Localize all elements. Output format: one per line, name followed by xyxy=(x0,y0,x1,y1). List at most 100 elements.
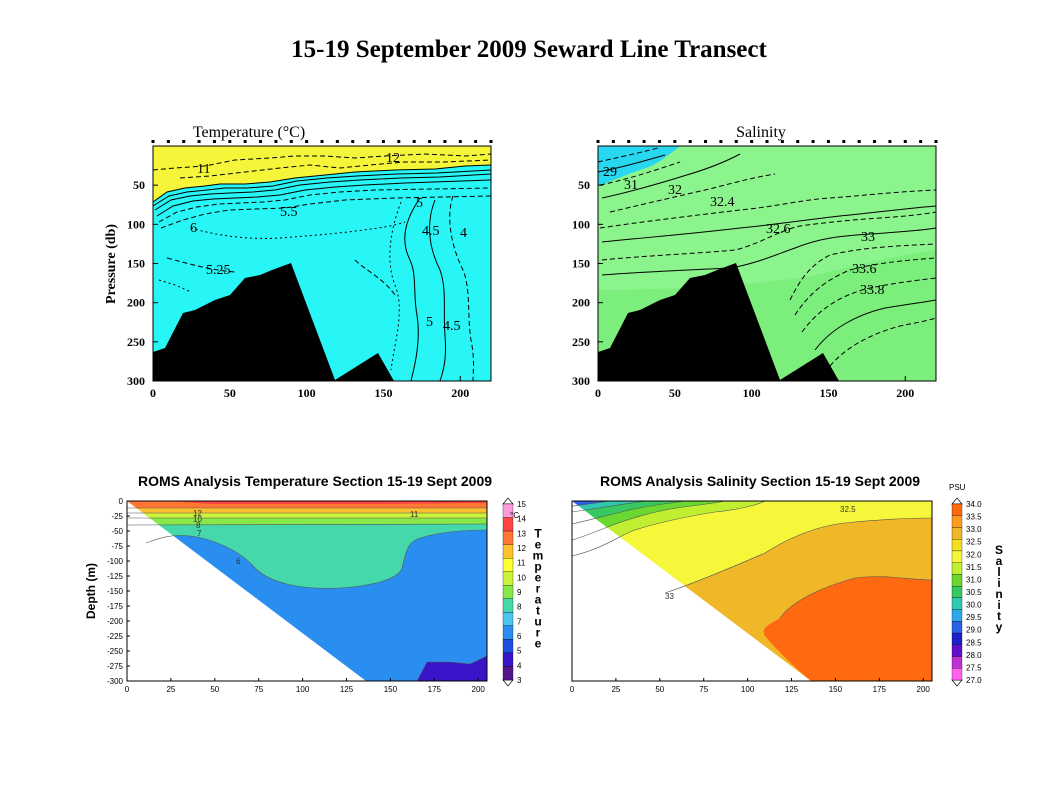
x-axis: 0 50 100 150 200 xyxy=(150,376,469,400)
station-marker xyxy=(428,140,432,143)
y-tick-label: -225 xyxy=(107,632,124,641)
x-tick-label: 25 xyxy=(611,685,620,694)
y-tick-label: 50 xyxy=(578,178,590,192)
y-tick-label: -100 xyxy=(107,557,124,566)
station-marker xyxy=(596,140,600,143)
page-title: 15-19 September 2009 Seward Line Transec… xyxy=(291,36,767,63)
station-marker xyxy=(366,140,370,143)
salinity-colorbar-label: Salinity xyxy=(995,543,1003,634)
colorbar-swatch xyxy=(951,503,963,516)
colorbar-tick-label: 29.0 xyxy=(966,626,982,635)
colorbar-label-letter: u xyxy=(534,615,541,629)
station-marker xyxy=(489,140,493,143)
colorbar-tick-label: 5 xyxy=(517,647,522,656)
station-marker xyxy=(919,140,923,143)
colorbar-bottom-arrow xyxy=(951,679,963,687)
y-tick-label: 0 xyxy=(119,497,124,506)
fill-10-11 xyxy=(127,513,487,518)
colorbar-tick-label: 9 xyxy=(517,588,522,597)
colorbar-swatch xyxy=(502,625,514,640)
temperature-contour-label-4: 4 xyxy=(460,226,467,241)
y-tick-label: -175 xyxy=(107,602,124,611)
y-tick-label: -300 xyxy=(107,677,124,686)
temperature-title: Temperature (°C) xyxy=(193,124,305,141)
roms-salinity-contour-label-32.5: 32.5 xyxy=(840,505,856,514)
colorbar-label-letter: r xyxy=(536,582,541,596)
station-markers xyxy=(596,140,938,143)
colorbar-swatch xyxy=(951,585,963,599)
y-tick-label: -50 xyxy=(111,527,123,536)
roms-temperature-panel: ROMS Analysis Temperature Section 15-19 … xyxy=(84,473,543,694)
y-axis: 50 100 150 200 250 300 xyxy=(127,178,158,388)
colorbar-tick-label: 27.5 xyxy=(966,663,982,672)
colorbar-label-letter: l xyxy=(997,565,1000,579)
colorbar-swatch xyxy=(951,621,963,634)
salinity-colorbar-unit: PSU xyxy=(949,483,966,492)
y-axis: 0 -25 -50 -75 -100 -125 -150 -175 -200 -225 -250 -2… xyxy=(107,497,130,686)
x-tick-label: 150 xyxy=(819,386,837,400)
colorbar-swatch xyxy=(502,530,514,545)
fill-13-14 xyxy=(127,501,487,504)
colorbar-tick-label: 13 xyxy=(517,529,526,538)
station-marker xyxy=(412,140,416,143)
y-axis: 50 100 150 200 250 300 xyxy=(572,178,603,388)
salinity-contour-label-32.4: 32.4 xyxy=(710,195,735,210)
colorbar-swatch xyxy=(502,652,514,667)
y-tick-label: 50 xyxy=(133,178,145,192)
salinity-contour-label-33.8: 33.8 xyxy=(860,283,885,298)
colorbar-label-letter: r xyxy=(536,626,541,640)
colorbar-tick-label: 4 xyxy=(517,661,522,670)
station-marker xyxy=(611,140,615,143)
station-marker xyxy=(688,140,692,143)
station-marker xyxy=(474,140,478,143)
colorbar-swatch xyxy=(951,527,963,540)
fill-33.5-34 xyxy=(763,576,932,681)
temperature-contour-label-12: 12 xyxy=(386,151,400,166)
roms-temperature-contour-label-8: 8 xyxy=(196,521,201,530)
x-tick-label: 50 xyxy=(669,386,681,400)
colorbar-tick-label: 14 xyxy=(517,515,526,524)
station-marker xyxy=(673,140,677,143)
fill-11-12 xyxy=(127,508,487,513)
colorbar-tick-label: 8 xyxy=(517,603,522,612)
x-tick-label: 75 xyxy=(254,685,263,694)
x-tick-label: 125 xyxy=(340,685,354,694)
station-marker xyxy=(228,140,232,143)
y-tick-label: -250 xyxy=(107,647,124,656)
colorbar-tick-label: 7 xyxy=(517,617,522,626)
colorbar-tick-label: 10 xyxy=(517,573,526,582)
colorbar-bottom-arrow xyxy=(502,679,514,687)
station-marker xyxy=(289,140,293,143)
roms-temperature-field: 12 10 8 7 6 11 xyxy=(126,500,488,682)
colorbar-tick-label: 31.0 xyxy=(966,575,982,584)
y-tick-label: 200 xyxy=(572,296,590,310)
station-marker xyxy=(335,140,339,143)
salinity-contour-label-33.6: 33.6 xyxy=(852,262,877,277)
temperature-colorbar: 15 14 13 12 11 10 9 8 7 6 5 4 3 xyxy=(502,497,526,687)
seafloor xyxy=(153,263,394,381)
y-tick-label: 300 xyxy=(127,374,145,388)
station-marker xyxy=(259,140,263,143)
roms-temperature-contour-label-12: 12 xyxy=(193,509,202,518)
x-tick-label: 125 xyxy=(785,685,799,694)
temperature-contour-label-5-upper: 5 xyxy=(416,196,423,211)
fill-8-9 xyxy=(127,524,487,589)
y-tick-label: 150 xyxy=(127,257,145,271)
y-tick-label: -75 xyxy=(111,542,123,551)
x-tick-label: 0 xyxy=(570,685,575,694)
x-tick-label: 25 xyxy=(166,685,175,694)
colorbar-tick-label: 34.0 xyxy=(966,500,982,509)
colorbar-label-letter: t xyxy=(536,604,540,618)
y-tick-label: 300 xyxy=(572,374,590,388)
y-tick-label: -200 xyxy=(107,617,124,626)
colorbar-swatch xyxy=(502,639,514,654)
x-tick-label: 175 xyxy=(873,685,887,694)
colorbar-swatch xyxy=(502,666,514,681)
colorbar-label-letter: T xyxy=(534,527,542,541)
station-marker xyxy=(826,140,830,143)
colorbar-swatch xyxy=(951,668,963,681)
colorbar-tick-label: 32.0 xyxy=(966,550,982,559)
colorbar-swatch xyxy=(951,539,963,552)
x-tick-label: 150 xyxy=(384,685,398,694)
y-tick-label: -125 xyxy=(107,572,124,581)
